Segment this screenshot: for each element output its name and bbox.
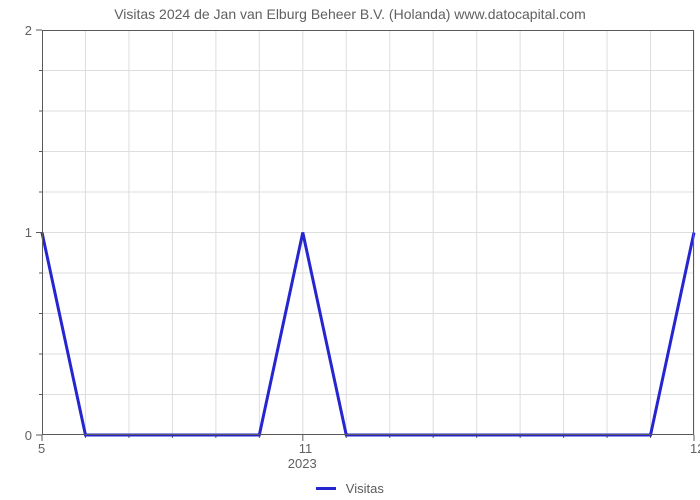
y-tick-label: 1 <box>25 225 32 240</box>
x-tick-label: 5 <box>38 441 45 456</box>
y-tick-label: 0 <box>25 428 32 443</box>
chart-title: Visitas 2024 de Jan van Elburg Beheer B.… <box>0 6 700 22</box>
legend: Visitas <box>0 480 700 496</box>
x-secondary-label: 2023 <box>288 456 317 471</box>
legend-swatch <box>316 487 336 490</box>
legend-label: Visitas <box>346 481 384 496</box>
chart-container: Visitas 2024 de Jan van Elburg Beheer B.… <box>0 0 700 500</box>
plot-area <box>42 30 694 435</box>
y-tick-label: 2 <box>25 23 32 38</box>
x-tick-label: 11 <box>299 441 313 456</box>
x-tick-label: 12 <box>690 441 700 456</box>
